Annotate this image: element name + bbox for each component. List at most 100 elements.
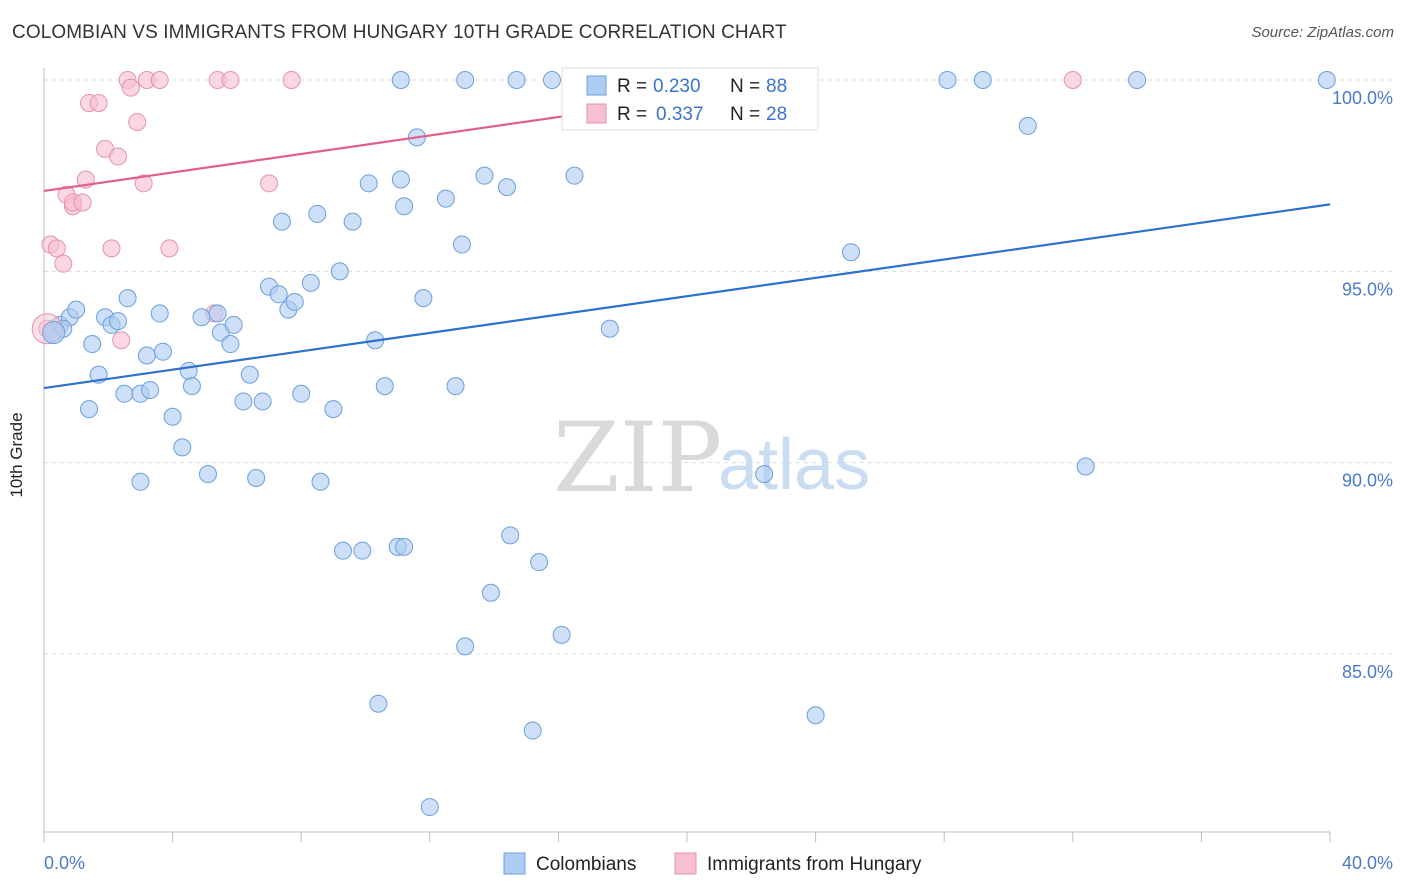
colombian-point (552, 625, 571, 644)
colombian-point (456, 71, 475, 89)
colombian-point (530, 553, 549, 572)
colombian-point (67, 300, 86, 319)
colombian-point (420, 798, 439, 817)
colombian-point-cluster (42, 321, 66, 345)
colombian-point (523, 721, 542, 740)
colombian-point (1076, 457, 1095, 476)
colombian-point (481, 583, 500, 602)
legend-swatch-hungary (674, 852, 697, 875)
watermark: ZIP atlas (553, 402, 870, 514)
colombian-point (456, 637, 475, 656)
stats-n-value-1: 88 (766, 76, 787, 97)
colombian-point (153, 342, 172, 361)
colombian-point (198, 465, 217, 484)
colombian-point (452, 235, 471, 254)
colombian-point (83, 335, 102, 354)
colombian-point (234, 392, 253, 411)
colombian-trend-line (43, 203, 1331, 390)
colombian-point (269, 285, 288, 304)
colombian-point (192, 308, 211, 327)
axes (43, 68, 1331, 842)
legend-label-colombians: Colombians (536, 854, 636, 875)
colombian-point (333, 541, 352, 560)
colombian-point (446, 377, 465, 396)
hungary-point (121, 78, 140, 97)
legend-swatch-colombians (503, 852, 526, 875)
colombian-point (359, 174, 378, 193)
hungary-point (260, 174, 279, 193)
hungary-point (1063, 71, 1082, 89)
stats-n-label-1: N = (730, 76, 760, 97)
y-tick-label: 100.0% (1332, 88, 1393, 108)
colombian-point (308, 204, 327, 223)
stats-r-label-1: R = (617, 76, 647, 97)
hungary-point (54, 254, 73, 273)
hungary-point (160, 239, 179, 258)
colombian-point (1128, 71, 1147, 89)
colombian-point (115, 384, 134, 403)
colombian-point (224, 315, 243, 334)
stats-r-label-2: R = (617, 104, 647, 125)
legend: Colombians Immigrants from Hungary (503, 852, 922, 875)
y-tick-label: 90.0% (1342, 471, 1393, 491)
colombian-point (375, 377, 394, 396)
hungary-point (89, 93, 108, 112)
colombian-point (343, 212, 362, 231)
hungary-point (134, 174, 153, 193)
colombian-point (755, 465, 774, 484)
x-tick-label-max: 40.0% (1342, 853, 1393, 873)
colombian-point (497, 178, 516, 197)
stats-r-value-1: 0.230 (653, 76, 701, 97)
hungary-point (108, 147, 127, 166)
watermark-zip: ZIP (553, 402, 722, 514)
colombian-point (240, 365, 259, 384)
stats-n-value-2: 28 (766, 104, 787, 125)
colombian-point (141, 380, 160, 399)
colombian-point (285, 292, 304, 311)
source-credit: Source: ZipAtlas.com (1251, 24, 1394, 41)
hungary-point (73, 193, 92, 212)
colombian-point (841, 243, 860, 262)
colombian-point (108, 312, 127, 331)
stats-n-label-2: N = (730, 104, 760, 125)
colombian-point (150, 304, 169, 323)
colombian-point (324, 400, 343, 419)
hungary-point (112, 331, 131, 350)
colombian-point (806, 706, 825, 725)
colombian-point (182, 377, 201, 396)
colombian-point (369, 694, 388, 713)
colombian-point (118, 289, 137, 308)
colombian-point (208, 304, 227, 323)
colombian-point (938, 71, 957, 89)
colombian-point (973, 71, 992, 89)
colombian-point (565, 166, 584, 185)
colombian-point (131, 472, 150, 491)
colombian-point (501, 526, 520, 545)
colombian-point (301, 273, 320, 292)
stats-swatch-hungary (586, 103, 607, 124)
colombian-point (137, 346, 156, 365)
data-points (31, 71, 1336, 817)
stats-swatch-colombians (586, 75, 607, 96)
watermark-atlas: atlas (718, 425, 870, 505)
hungary-point (102, 239, 121, 258)
colombian-point (600, 319, 619, 338)
y-tick-label: 85.0% (1342, 662, 1393, 682)
hungary-point (150, 71, 169, 89)
colombian-point (436, 189, 455, 208)
colombian-point (80, 400, 99, 419)
colombian-point (221, 335, 240, 354)
x-tick-label-min: 0.0% (44, 853, 85, 873)
colombian-point (311, 472, 330, 491)
colombian-point (395, 537, 414, 556)
colombian-point (507, 71, 526, 89)
colombian-point (292, 384, 311, 403)
hungary-point (221, 71, 240, 89)
colombian-point (391, 170, 410, 189)
colombian-point (353, 541, 372, 560)
colombian-point (414, 289, 433, 308)
stats-r-value-2: 0.337 (656, 104, 704, 125)
hungary-point (47, 239, 66, 258)
colombian-point (475, 166, 494, 185)
